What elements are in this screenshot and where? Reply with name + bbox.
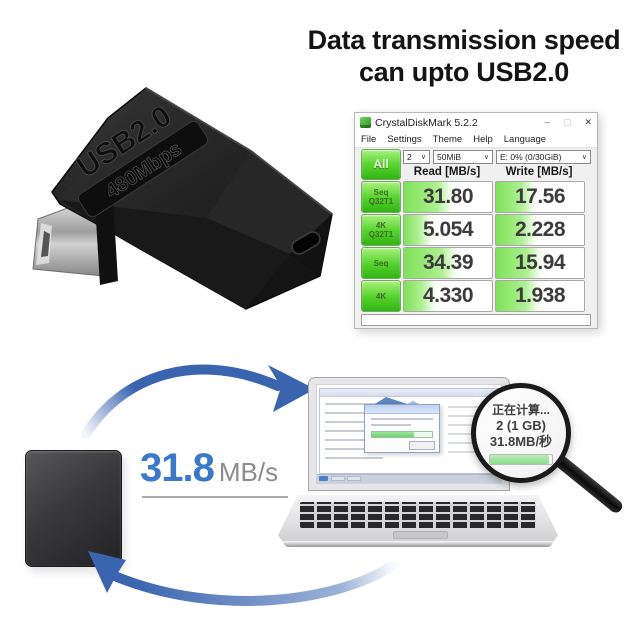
seq-read-value: 34.39 — [403, 247, 493, 279]
test-size-dropdown[interactable]: 50MiB ∨ — [433, 150, 493, 164]
row-label: Seq — [373, 258, 389, 268]
magnifier-lens: 正在计算... 2 (1 GB) 31.8MB/秒 — [471, 383, 571, 483]
laptop-bottom-edge — [283, 541, 553, 547]
chevron-down-icon: ∨ — [581, 154, 587, 161]
menu-settings[interactable]: Settings — [387, 134, 422, 145]
speed-underline — [142, 496, 288, 498]
magnifier-speed-text: 31.8MB/秒 — [489, 433, 553, 449]
speed-unit: MB/s — [218, 457, 279, 487]
bottom-arrow-shaft — [112, 561, 397, 606]
row-label: 4K — [375, 221, 387, 230]
seq-q32t1-read-value: 31.80 — [403, 181, 493, 213]
window-titlebar: CrystalDiskMark 5.2.2 – ▢ ✕ — [355, 113, 597, 132]
minimize-button[interactable]: – — [544, 117, 550, 127]
adapter-front-face — [60, 200, 290, 309]
menu-help[interactable]: Help — [473, 134, 493, 145]
top-arrow-shaft — [81, 364, 283, 439]
menu-theme[interactable]: Theme — [432, 134, 463, 145]
chevron-down-icon: ∨ — [420, 154, 426, 161]
write-column-header: Write [MB/s] — [505, 166, 573, 178]
seq-q32t1-button[interactable]: Seq Q32T1 — [361, 181, 401, 213]
chevron-down-icon: ∨ — [483, 154, 489, 161]
headline-line1: Data transmission speed — [307, 25, 621, 55]
close-button[interactable]: ✕ — [584, 117, 592, 127]
maximize-button[interactable]: ▢ — [562, 117, 572, 127]
test-count-value: 2 — [407, 152, 412, 162]
window-controls: – ▢ ✕ — [545, 118, 592, 127]
menu-language[interactable]: Language — [503, 134, 547, 145]
external-hard-drive-photo — [25, 450, 122, 567]
magnifier-size-text: 2 (1 GB) — [496, 417, 546, 433]
dialog-titlebar — [365, 405, 439, 414]
transfer-speed-label: 31.8 MB/s — [140, 446, 278, 491]
menu-file[interactable]: File — [361, 134, 377, 145]
comment-input[interactable] — [361, 314, 591, 326]
screen-taskbar — [317, 474, 501, 483]
seq-q32t1-write-value: 17.56 — [495, 181, 585, 213]
usb-c-port — [291, 231, 321, 255]
drive-dropdown[interactable]: E: 0% (0/30GiB) ∨ — [496, 150, 591, 164]
row-label: Q32T1 — [368, 197, 394, 206]
magnifier-status-text: 正在计算... — [491, 402, 550, 417]
adapter-edge-highlight — [145, 87, 333, 215]
dialog-cancel-button — [409, 441, 435, 450]
plug-slot — [41, 231, 50, 257]
dialog-progressbar — [371, 431, 433, 438]
laptop-trackpad — [393, 531, 448, 539]
4k-button[interactable]: 4K — [361, 280, 401, 312]
seq-button[interactable]: Seq — [361, 247, 401, 279]
4k-write-value: 1.938 — [495, 280, 585, 312]
top-arrow-head — [268, 365, 315, 412]
crystaldiskmark-app-icon — [360, 117, 371, 128]
adapter-arm-face — [206, 151, 332, 254]
headline: Data transmission speed can upto USB2.0 — [295, 24, 633, 88]
speed-value: 31.8 — [140, 446, 215, 490]
taskbar-item — [331, 476, 345, 481]
4k-q32t1-button[interactable]: 4K Q32T1 — [361, 214, 401, 246]
laptop-base — [278, 495, 558, 543]
all-test-button[interactable]: All — [361, 149, 401, 180]
copy-progress-dialog — [364, 404, 440, 453]
magnifier-progressbar — [489, 453, 553, 465]
bottom-arrow-head — [88, 551, 126, 593]
laptop-keyboard — [300, 502, 536, 528]
dialog-text-line — [371, 418, 433, 420]
magnifier-progress-fill — [490, 454, 549, 464]
dialog-progress-fill — [372, 432, 414, 437]
adapter-speed-band — [78, 120, 209, 218]
explorer-toolbar — [320, 389, 498, 397]
4k-q32t1-write-value: 2.228 — [495, 214, 585, 246]
headline-line2: can upto USB2.0 — [358, 57, 570, 87]
taskbar-item — [347, 476, 361, 481]
4k-q32t1-read-value: 5.054 — [403, 214, 493, 246]
row-label: 4K — [375, 291, 387, 301]
row-label: Seq — [373, 188, 389, 197]
read-column-header: Read [MB/s] — [413, 166, 481, 178]
4k-read-value: 4.330 — [403, 280, 493, 312]
seq-write-value: 15.94 — [495, 247, 585, 279]
drive-value: E: 0% (0/30GiB) — [500, 152, 562, 162]
crystaldiskmark-window: CrystalDiskMark 5.2.2 – ▢ ✕ File Setting… — [354, 112, 598, 329]
menubar: File Settings Theme Help Language — [355, 132, 597, 148]
row-label: Q32T1 — [368, 230, 394, 239]
dialog-text-line — [371, 424, 411, 426]
test-size-value: 50MiB — [437, 152, 462, 162]
window-title: CrystalDiskMark 5.2.2 — [375, 116, 478, 129]
file-explorer-window — [319, 388, 499, 474]
start-button-icon — [319, 476, 328, 481]
test-count-dropdown[interactable]: 2 ∨ — [403, 150, 430, 164]
laptop-screen — [308, 377, 510, 491]
usb-adapter-photo: USB2.0 480Mbps — [32, 87, 333, 310]
